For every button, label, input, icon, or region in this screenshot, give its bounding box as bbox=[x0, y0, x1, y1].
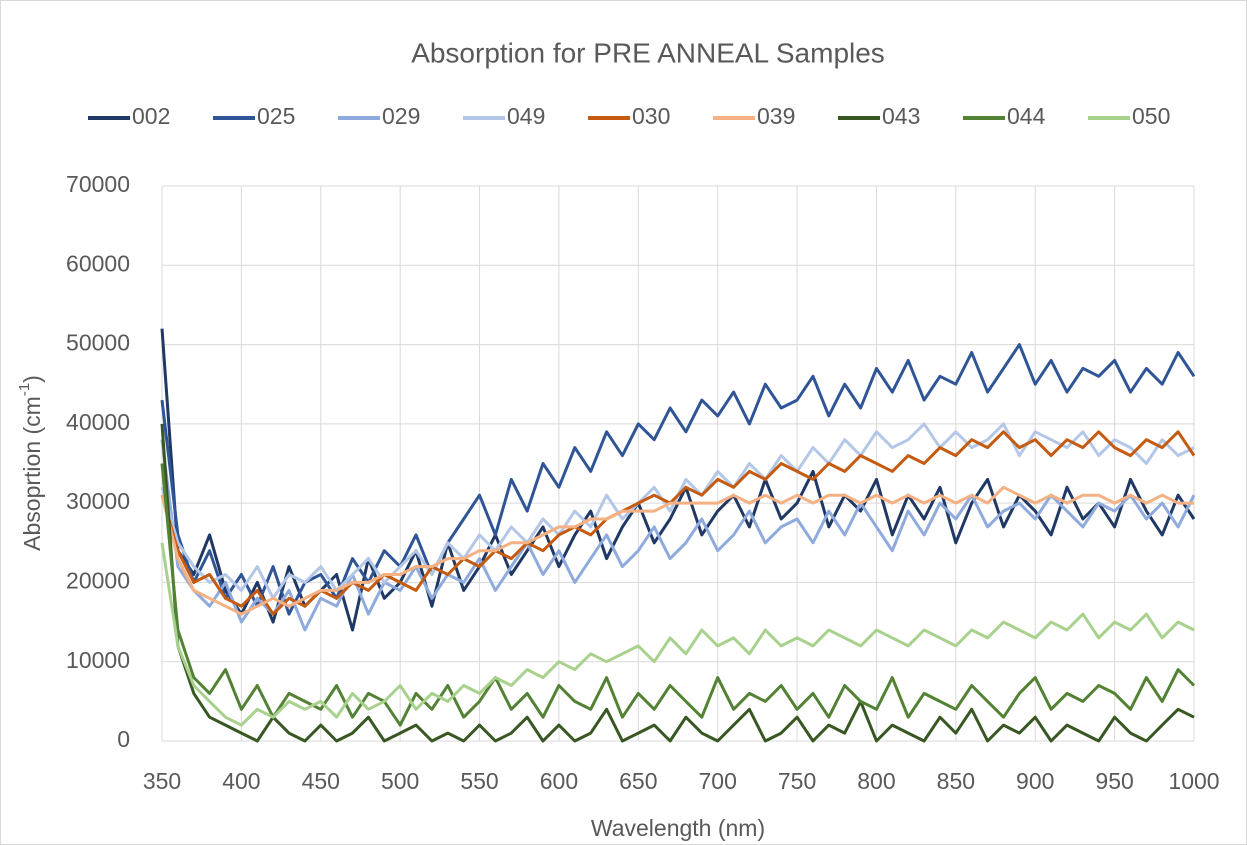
series-line bbox=[160, 463, 1196, 727]
x-tick-label: 750 bbox=[778, 768, 816, 794]
legend-label: 029 bbox=[382, 103, 420, 129]
x-tick-label: 550 bbox=[460, 768, 498, 794]
y-tick-label: 70000 bbox=[66, 171, 130, 197]
legend-label: 039 bbox=[757, 103, 795, 129]
y-tick-label: 20000 bbox=[66, 568, 130, 594]
series-line bbox=[160, 439, 1196, 632]
x-tick-label: 1000 bbox=[1168, 768, 1219, 794]
series-line bbox=[160, 542, 1195, 727]
y-tick-label: 30000 bbox=[66, 488, 130, 514]
x-tick-label: 900 bbox=[1016, 768, 1054, 794]
y-tick-label: 60000 bbox=[66, 250, 130, 276]
x-tick-label: 850 bbox=[937, 768, 975, 794]
y-axis-title: Absoprtion (cm-1) bbox=[16, 375, 45, 551]
series-line bbox=[160, 343, 1196, 616]
x-tick-label: 500 bbox=[381, 768, 419, 794]
series-line bbox=[160, 485, 1194, 616]
series-line bbox=[160, 430, 1196, 616]
x-tick-label: 650 bbox=[619, 768, 657, 794]
y-tick-label: 10000 bbox=[66, 647, 130, 673]
legend-label: 002 bbox=[132, 103, 170, 129]
x-tick-label: 600 bbox=[540, 768, 578, 794]
x-axis-title: Wavelength (nm) bbox=[591, 815, 765, 841]
legend-label: 050 bbox=[1132, 103, 1170, 129]
x-tick-label: 950 bbox=[1095, 768, 1133, 794]
y-axis-title-suffix: ) bbox=[19, 375, 45, 383]
legend-label: 049 bbox=[507, 103, 545, 129]
y-tick-label: 40000 bbox=[66, 409, 130, 435]
y-axis-title-sup: -1 bbox=[16, 383, 33, 396]
series-line bbox=[160, 423, 1195, 743]
y-axis-title-text: Absoprtion (cm bbox=[19, 396, 45, 551]
legend-label: 043 bbox=[882, 103, 920, 129]
legend-label: 030 bbox=[632, 103, 670, 129]
chart-title: Absorption for PRE ANNEAL Samples bbox=[411, 37, 885, 68]
legend-label: 025 bbox=[257, 103, 295, 129]
y-tick-label: 50000 bbox=[66, 330, 130, 356]
legend-label: 044 bbox=[1007, 103, 1046, 129]
x-tick-label: 800 bbox=[857, 768, 895, 794]
x-tick-label: 350 bbox=[143, 768, 181, 794]
x-tick-label: 450 bbox=[302, 768, 340, 794]
x-tick-label: 400 bbox=[222, 768, 260, 794]
y-tick-label: 0 bbox=[117, 726, 130, 752]
x-tick-label: 700 bbox=[699, 768, 737, 794]
